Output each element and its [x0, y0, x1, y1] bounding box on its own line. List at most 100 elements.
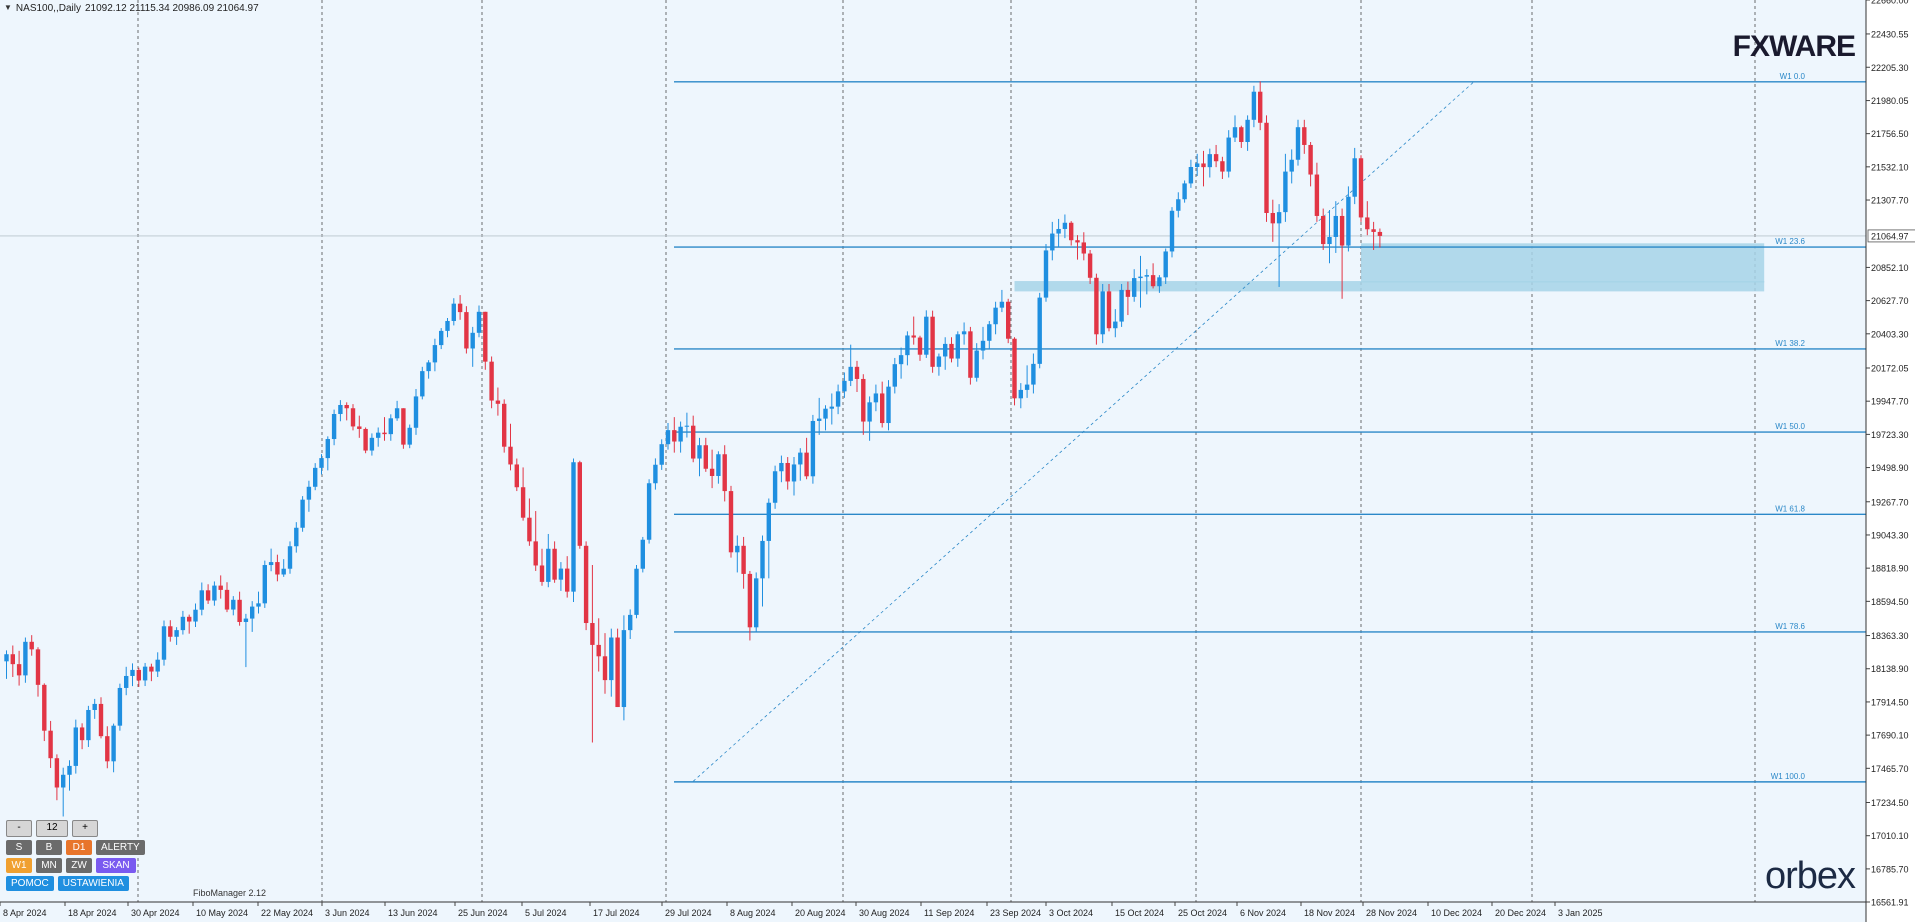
candle-body [880, 393, 885, 424]
candle-body [854, 366, 860, 379]
candle-body [243, 618, 249, 622]
dropdown-triangle-icon[interactable]: ▼ [4, 3, 12, 12]
candle-body [483, 311, 488, 362]
candle-body [161, 626, 167, 660]
candle-body [1308, 144, 1313, 175]
x-tick-label: 29 Jul 2024 [665, 908, 712, 918]
decrease-button[interactable]: - [6, 820, 32, 837]
candle-body [1295, 127, 1301, 160]
candle-body [193, 609, 198, 622]
candle-body [124, 675, 129, 688]
candle-body [1087, 253, 1093, 278]
y-tick-label: 19947.70 [1871, 397, 1909, 407]
y-tick-label: 18818.90 [1871, 564, 1909, 574]
candle-body [1226, 137, 1231, 172]
buy-button[interactable]: B [36, 840, 62, 855]
candle-body [1302, 127, 1307, 145]
candle-body [596, 644, 601, 657]
candle-body [791, 464, 797, 482]
candle-body [1119, 289, 1124, 322]
candle-body [174, 630, 179, 637]
candle-body [804, 452, 809, 477]
candle-body [1094, 277, 1099, 335]
candle-body [577, 462, 582, 546]
candle-body [489, 361, 494, 401]
candle-body [369, 437, 375, 451]
candle-body [1056, 228, 1061, 234]
candle-body [1220, 161, 1225, 172]
candle-body [615, 637, 620, 708]
y-tick-label: 20627.70 [1871, 296, 1909, 306]
x-tick-label: 3 Jan 2025 [1558, 908, 1603, 918]
candle-body [1169, 210, 1175, 252]
candle-body [1132, 278, 1137, 297]
y-tick-label: 21980.05 [1871, 96, 1909, 106]
settings-button[interactable]: USTAWIENIA [57, 876, 129, 891]
x-tick-label: 23 Sep 2024 [990, 908, 1041, 918]
candle-body [287, 546, 293, 569]
candle-body [930, 316, 935, 367]
candle-body [42, 684, 47, 731]
x-tick-label: 20 Aug 2024 [795, 908, 846, 918]
x-tick-label: 3 Jun 2024 [325, 908, 370, 918]
candle-body [892, 364, 897, 387]
candle-body [867, 402, 872, 422]
alerts-button[interactable]: ALERTY [96, 840, 145, 855]
scan-button[interactable]: SKAN [96, 858, 136, 873]
y-tick-label: 18138.90 [1871, 664, 1909, 674]
candle-body [703, 445, 708, 469]
orbex-logo: orbex [1764, 855, 1856, 897]
indicator-label: FiboManager 2.12 [193, 888, 267, 898]
candle-body [275, 562, 280, 575]
candle-body [1163, 251, 1168, 278]
candle-body [1270, 212, 1275, 224]
candle-body [968, 331, 973, 378]
timeframe-d1-button[interactable]: D1 [66, 840, 92, 855]
candle-body [1069, 222, 1074, 241]
candle-body [779, 462, 784, 472]
sell-button[interactable]: S [6, 840, 32, 855]
y-tick-label: 20403.30 [1871, 329, 1909, 339]
candle-body [634, 568, 639, 615]
candle-body [1188, 166, 1194, 184]
x-tick-label: 8 Apr 2024 [3, 908, 47, 918]
y-tick-label: 21532.10 [1871, 162, 1909, 172]
candle-body [924, 316, 929, 355]
increase-button[interactable]: + [72, 820, 98, 837]
candle-body [961, 331, 967, 335]
y-tick-label: 16785.70 [1871, 864, 1909, 874]
count-field[interactable]: 12 [36, 820, 68, 837]
y-tick-label: 19043.30 [1871, 530, 1909, 540]
timeframe-mn-button[interactable]: MN [36, 858, 62, 873]
timeframe-w1-button[interactable]: W1 [6, 858, 32, 873]
candle-body [1176, 199, 1181, 211]
candle-body [691, 425, 696, 459]
candle-body [1006, 301, 1011, 339]
candle-body [684, 425, 690, 427]
candle-body [653, 464, 658, 484]
candle-body [873, 393, 879, 403]
candle-body [1201, 163, 1206, 168]
y-tick-label: 16561.91 [1871, 898, 1909, 908]
y-tick-label: 19723.30 [1871, 430, 1909, 440]
current-price-badge [1867, 229, 1915, 243]
candle-body [1150, 275, 1156, 287]
candle-body [1377, 231, 1383, 236]
fib-level-label: W1 50.0 [1775, 422, 1805, 431]
candle-body [987, 324, 992, 341]
candle-body [1113, 321, 1118, 329]
candle-body [943, 343, 948, 357]
zw-button[interactable]: ZW [66, 858, 92, 873]
help-button[interactable]: POMOC [6, 876, 54, 891]
candle-body [1365, 217, 1370, 230]
fib-trendline [692, 81, 1475, 782]
candle-body [911, 335, 916, 338]
candle-body [344, 404, 349, 409]
candle-body [35, 649, 41, 685]
candle-body [508, 446, 513, 465]
price-axis-panel [1866, 0, 1915, 922]
candle-body [672, 430, 677, 442]
candle-body [810, 420, 816, 477]
candle-body [237, 599, 242, 622]
